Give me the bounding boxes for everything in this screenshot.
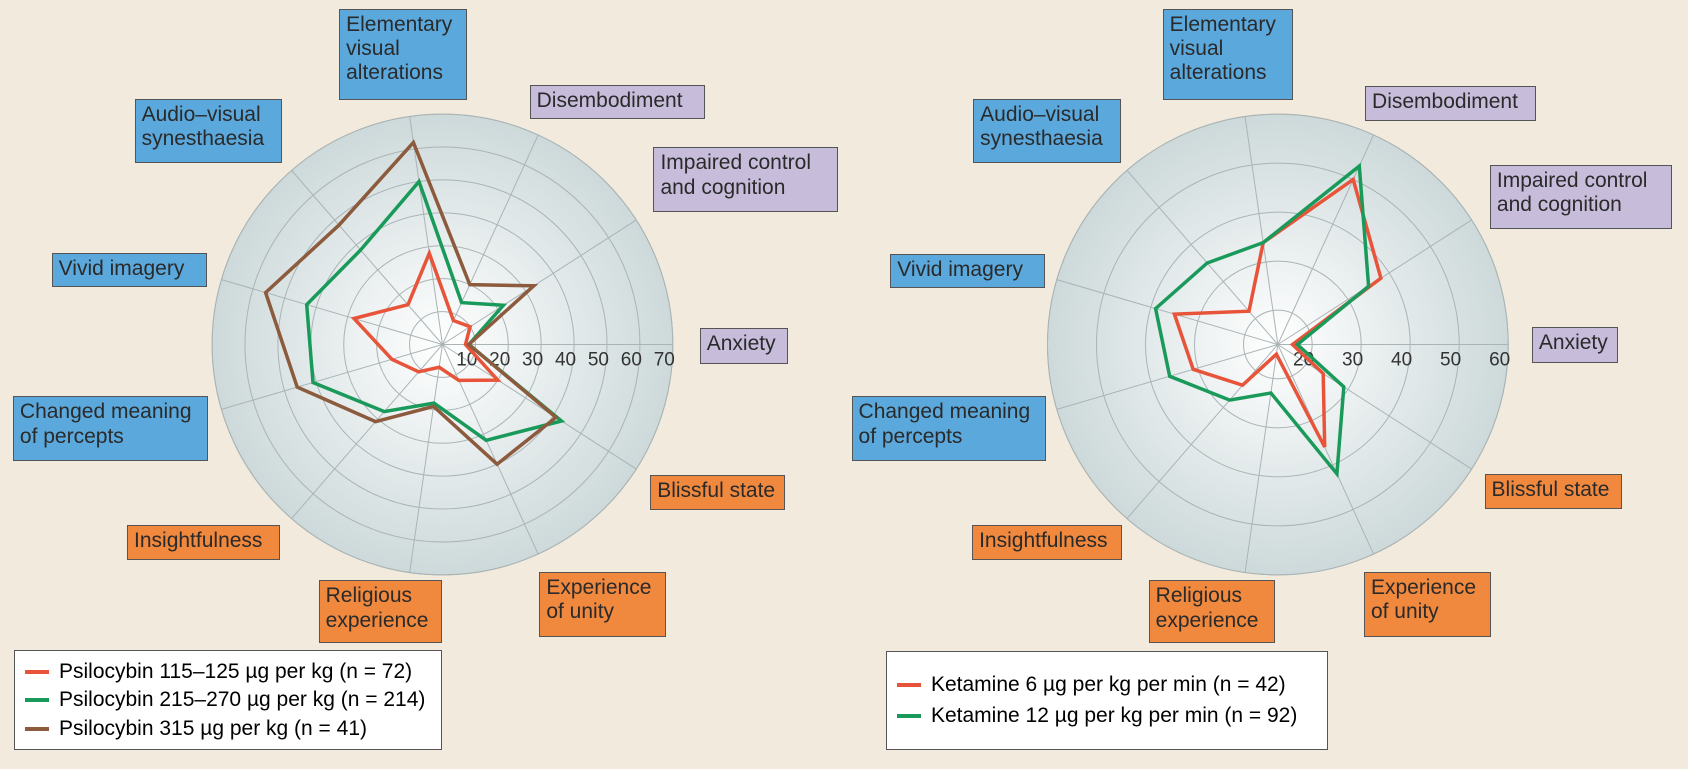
grid-circle (1095, 162, 1460, 527)
legend-swatch (24, 726, 49, 731)
category-label: Insightfulness (972, 525, 1122, 560)
category-label: Changed meaning of percepts (851, 396, 1047, 461)
grid-circle (244, 146, 641, 543)
spoke (441, 134, 539, 345)
legend: Psilocybin 115–125 µg per kg (n = 72) Psi… (13, 650, 443, 751)
grid-circle (211, 113, 674, 576)
r-tick-label: 50 (588, 350, 609, 371)
category-label: Insightfulness (127, 525, 280, 560)
r-tick-label: 20 (489, 350, 510, 371)
r-tick-label: 60 (621, 350, 642, 371)
grid-circle (1243, 309, 1313, 380)
legend-label: Psilocybin 215–270 µg per kg (n = 214) (58, 688, 426, 712)
legend-swatch (24, 698, 49, 703)
spoke (1056, 279, 1278, 345)
spoke (1056, 344, 1278, 410)
spoke (1277, 344, 1472, 470)
category-label: Disembodiment (529, 85, 706, 120)
category-label: Experience of unity (539, 571, 667, 638)
spoke (1277, 344, 1374, 555)
spoke (409, 116, 443, 345)
category-label: Elementary visual alterations (339, 8, 468, 101)
category-label: Religious experience (318, 580, 443, 643)
legend-label: Psilocybin 315 µg per kg (n = 41) (58, 716, 368, 740)
legend-entry: Ketamine 12 µg per kg per min (n = 92) (896, 701, 1317, 732)
category-label: Blissful state (650, 474, 785, 511)
series-polygon (304, 178, 566, 443)
spoke (1277, 134, 1374, 345)
r-tick-label: 40 (1391, 350, 1412, 371)
category-label: Anxiety (1531, 327, 1618, 363)
r-tick-label: 50 (1440, 350, 1461, 371)
category-label: Changed meaning of percepts (12, 396, 208, 461)
r-tick-label: 40 (555, 350, 576, 371)
series-polygon (1153, 162, 1371, 479)
grid-circle (409, 311, 476, 378)
spoke (221, 344, 443, 410)
legend-swatch (24, 669, 49, 674)
category-label: Vivid imagery (51, 252, 207, 288)
category-label: Vivid imagery (890, 254, 1046, 289)
category-label: Experience of unity (1363, 571, 1491, 638)
grid-circle (1194, 260, 1362, 429)
legend-entry: Ketamine 6 µg per kg per min (n = 42) (896, 670, 1317, 701)
category-label: Audio–visual synesthaesia (973, 99, 1121, 163)
legend-label: Ketamine 12 µg per kg per min (n = 92) (930, 704, 1298, 728)
spoke (1244, 344, 1279, 573)
spoke (1126, 170, 1279, 345)
legend-entry: Psilocybin 115–125 µg per kg (n = 72) (24, 657, 431, 686)
r-tick-label: 70 (654, 350, 675, 371)
spoke (409, 344, 443, 573)
category-label: Elementary visual alterations (1162, 8, 1293, 101)
spoke (442, 344, 637, 470)
series-polygon (263, 139, 559, 467)
spoke (221, 279, 443, 345)
r-tick-label: 60 (1489, 350, 1510, 371)
r-tick-label: 30 (1342, 350, 1363, 371)
series-polygon (350, 248, 502, 383)
r-tick-label: 10 (456, 350, 477, 371)
spoke (442, 219, 637, 345)
category-label: Impaired control and cognition (653, 147, 838, 213)
spoke (291, 344, 443, 519)
legend-swatch (896, 683, 921, 688)
category-label: Audio–visual synesthaesia (134, 99, 283, 163)
legend-entry: Psilocybin 315 µg per kg (n = 41) (24, 715, 431, 744)
legend: Ketamine 6 µg per kg per min (n = 42) Ket… (885, 651, 1329, 751)
grid-circle (1046, 113, 1509, 576)
category-label: Anxiety (699, 328, 788, 364)
spoke (1244, 116, 1279, 345)
category-label: Impaired control and cognition (1489, 164, 1672, 230)
legend-entry: Psilocybin 215–270 µg per kg (n = 214) (24, 686, 431, 715)
series-polygon (1171, 176, 1383, 448)
category-label: Disembodiment (1365, 86, 1537, 121)
legend-swatch (896, 714, 921, 719)
category-label: Blissful state (1484, 473, 1623, 510)
grid-circle (277, 179, 608, 510)
grid-circle (1144, 211, 1411, 478)
legend-label: Psilocybin 115–125 µg per kg (n = 72) (58, 659, 413, 683)
spoke (291, 170, 443, 345)
legend-label: Ketamine 6 µg per kg per min (n = 42) (930, 673, 1286, 697)
r-tick-label: 30 (522, 350, 543, 371)
category-label: Religious experience (1148, 580, 1275, 643)
